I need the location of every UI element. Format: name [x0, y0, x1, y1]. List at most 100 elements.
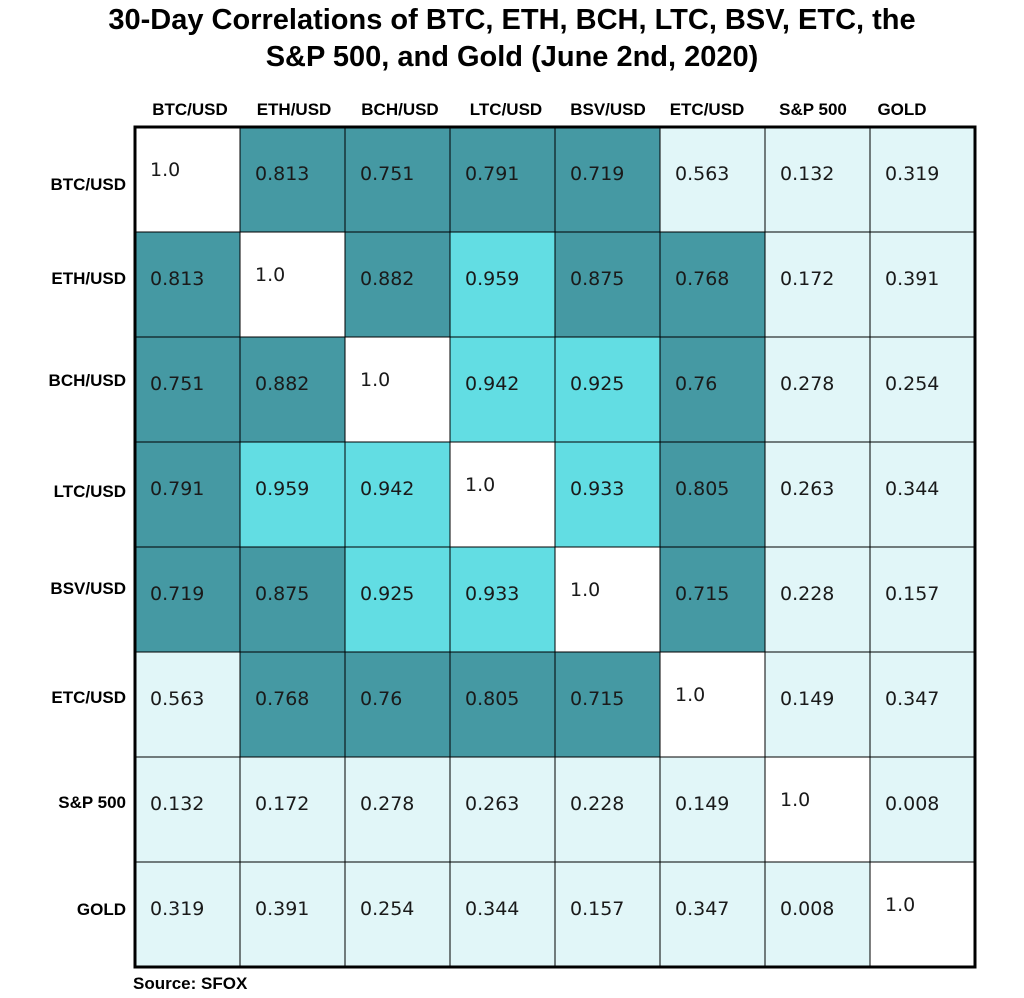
heatmap-cell	[764, 861, 871, 968]
cell-value-label: 0.228	[570, 793, 624, 815]
heatmap-cell	[869, 126, 976, 233]
cell-value-label: 0.278	[360, 793, 414, 815]
cell-value-label: 1.0	[465, 474, 495, 496]
cell-value-label: 0.254	[885, 373, 939, 395]
cell-value-label: 0.008	[780, 898, 834, 920]
cell-value-label: 1.0	[360, 369, 390, 391]
column-label: LTC/USD	[470, 100, 542, 119]
heatmap-cell	[239, 231, 346, 338]
cell-value-label: 0.719	[150, 583, 204, 605]
heatmap-cell	[764, 336, 871, 443]
heatmap-cell	[449, 231, 556, 338]
heatmap-cell	[764, 756, 871, 863]
heatmap-cell	[239, 651, 346, 758]
heatmap-cell	[869, 441, 976, 548]
heatmap-cell	[869, 546, 976, 653]
row-label: S&P 500	[58, 793, 126, 812]
heatmap-cell	[134, 441, 241, 548]
cell-value-label: 1.0	[885, 894, 915, 916]
column-label: ETC/USD	[670, 100, 745, 119]
cell-value-label: 0.149	[675, 793, 729, 815]
heatmap-cell	[554, 231, 661, 338]
row-label: LTC/USD	[54, 482, 126, 501]
heatmap-cell	[554, 126, 661, 233]
heatmap-cell	[554, 651, 661, 758]
cell-value-label: 0.882	[360, 268, 414, 290]
heatmap-cell	[344, 441, 451, 548]
cell-value-label: 0.875	[255, 583, 309, 605]
cell-value-label: 0.751	[360, 163, 414, 185]
cell-value-label: 0.132	[780, 163, 834, 185]
cell-value-label: 1.0	[780, 789, 810, 811]
cell-value-label: 0.132	[150, 793, 204, 815]
heatmap-cell	[344, 546, 451, 653]
row-label: BSV/USD	[50, 579, 126, 598]
cell-value-label: 0.942	[360, 478, 414, 500]
cell-value-label: 0.008	[885, 793, 939, 815]
heatmap-cell	[659, 861, 766, 968]
row-label: GOLD	[77, 900, 126, 919]
cell-value-label: 0.76	[675, 373, 717, 395]
cell-value-label: 0.228	[780, 583, 834, 605]
column-label: S&P 500	[779, 100, 847, 119]
heatmap-cell	[134, 651, 241, 758]
cell-value-label: 0.933	[465, 583, 519, 605]
heatmap-cell	[869, 861, 976, 968]
heatmap-cell	[239, 336, 346, 443]
cell-value-label: 1.0	[150, 159, 180, 181]
cell-value-label: 1.0	[570, 579, 600, 601]
heatmap-cell	[764, 441, 871, 548]
heatmap-cell	[764, 651, 871, 758]
heatmap-cell	[239, 441, 346, 548]
heatmap-cell	[554, 546, 661, 653]
column-label: BCH/USD	[361, 100, 438, 119]
cell-value-label: 0.791	[150, 478, 204, 500]
heatmap-frame	[133, 125, 977, 969]
cell-value-label: 0.959	[255, 478, 309, 500]
heatmap-cell	[449, 861, 556, 968]
cell-value-label: 0.563	[150, 688, 204, 710]
cell-value-label: 0.925	[570, 373, 624, 395]
chart-title: 30-Day Correlations of BTC, ETH, BCH, LT…	[0, 2, 1024, 76]
cell-value-label: 0.172	[780, 268, 834, 290]
heatmap-cell	[449, 546, 556, 653]
cell-value-label: 1.0	[675, 684, 705, 706]
row-label: BTC/USD	[50, 175, 126, 194]
heatmap-cell	[449, 336, 556, 443]
cell-value-label: 0.563	[675, 163, 729, 185]
column-label: ETH/USD	[257, 100, 332, 119]
heatmap-cell	[344, 231, 451, 338]
column-label: BSV/USD	[570, 100, 646, 119]
row-label: BCH/USD	[49, 371, 126, 390]
heatmap-cell	[239, 546, 346, 653]
cell-value-label: 0.263	[780, 478, 834, 500]
cell-value-label: 0.719	[570, 163, 624, 185]
heatmap-cell	[449, 756, 556, 863]
cell-value-label: 0.76	[360, 688, 402, 710]
cell-value-label: 0.157	[885, 583, 939, 605]
heatmap-cell	[764, 126, 871, 233]
heatmap-cell	[344, 861, 451, 968]
heatmap-cell	[239, 861, 346, 968]
heatmap-cell	[134, 336, 241, 443]
cell-value-label: 0.278	[780, 373, 834, 395]
heatmap-cell	[659, 126, 766, 233]
cell-value-label: 0.882	[255, 373, 309, 395]
cell-value-label: 0.347	[675, 898, 729, 920]
heatmap-cell	[869, 336, 976, 443]
cell-value-label: 0.805	[465, 688, 519, 710]
cell-value-label: 0.254	[360, 898, 414, 920]
cell-value-label: 0.715	[570, 688, 624, 710]
heatmap-cell	[134, 861, 241, 968]
cell-value-label: 1.0	[255, 264, 285, 286]
cell-value-label: 0.263	[465, 793, 519, 815]
heatmap-cell	[134, 756, 241, 863]
cell-value-label: 0.344	[465, 898, 519, 920]
cell-value-label: 0.347	[885, 688, 939, 710]
cell-value-label: 0.925	[360, 583, 414, 605]
cell-value-label: 0.391	[255, 898, 309, 920]
heatmap-cell	[239, 756, 346, 863]
row-label: ETH/USD	[51, 269, 126, 288]
heatmap-cell	[344, 126, 451, 233]
